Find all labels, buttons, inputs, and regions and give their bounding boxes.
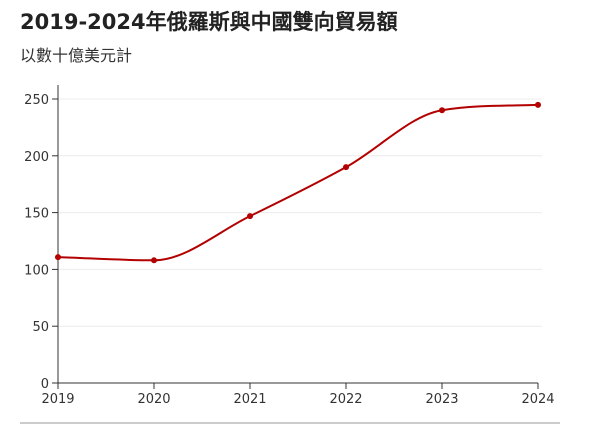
series-line bbox=[57, 103, 539, 262]
x-tick-label: 2024 bbox=[521, 392, 554, 407]
x-tick-label: 2019 bbox=[41, 392, 74, 407]
tick-labels: 0 50 100 150 200 250 2019 2020 2021 2022 2023 2024 bbox=[24, 93, 554, 407]
x-tick-label: 2022 bbox=[329, 392, 362, 407]
data-point bbox=[247, 213, 253, 220]
chart-title: 2019-2024年俄羅斯與中國雙向貿易額 bbox=[20, 10, 398, 34]
data-point bbox=[439, 107, 445, 114]
data-point bbox=[55, 254, 61, 261]
data-point bbox=[535, 101, 541, 108]
series-layer bbox=[55, 101, 541, 264]
chart-subtitle: 以數十億美元計 bbox=[20, 46, 133, 65]
data-point bbox=[343, 164, 349, 171]
y-tick-label: 200 bbox=[24, 150, 49, 165]
grid-lines bbox=[58, 98, 542, 327]
axes bbox=[20, 85, 560, 424]
y-tick-label: 100 bbox=[24, 263, 49, 278]
y-tick-label: 150 bbox=[24, 207, 49, 222]
x-tick-label: 2021 bbox=[233, 392, 266, 407]
data-point bbox=[151, 257, 157, 264]
x-tick-label: 2023 bbox=[425, 392, 458, 407]
x-tick-label: 2020 bbox=[137, 392, 170, 407]
y-tick-label: 0 bbox=[41, 377, 49, 392]
y-tick-label: 50 bbox=[32, 320, 49, 335]
y-tick-label: 250 bbox=[24, 93, 49, 108]
